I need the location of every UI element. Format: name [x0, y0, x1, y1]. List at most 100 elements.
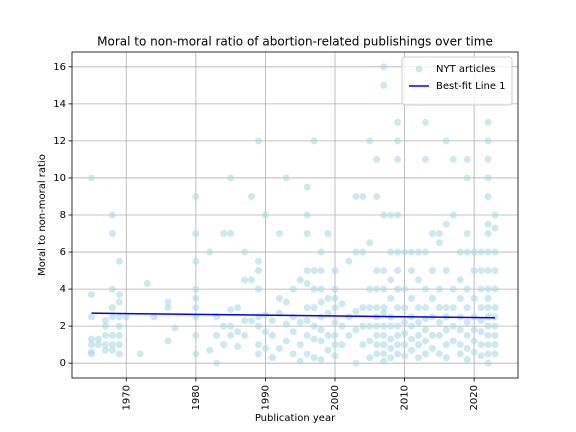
scatter-point: [303, 280, 311, 288]
scatter-point: [87, 335, 95, 343]
scatter-point: [401, 341, 409, 349]
x-tick-label: 2020: [469, 385, 480, 410]
scatter-point: [408, 248, 416, 256]
scatter-point: [484, 230, 492, 238]
scatter-point: [324, 230, 332, 238]
scatter-point: [435, 331, 443, 339]
scatter-point: [401, 318, 409, 326]
scatter-point: [310, 285, 318, 293]
scatter-point: [477, 285, 485, 293]
scatter-point: [331, 304, 339, 312]
scatter-point: [213, 359, 221, 367]
scatter-point: [449, 304, 457, 312]
scatter-point: [477, 352, 485, 360]
scatter-point: [352, 359, 360, 367]
scatter-point: [380, 309, 388, 317]
scatter-point: [317, 298, 325, 306]
scatter-point: [164, 298, 172, 306]
scatter-point: [442, 304, 450, 312]
scatter-point: [380, 350, 388, 358]
scatter-point: [366, 322, 374, 330]
scatter-point: [254, 341, 262, 349]
scatter-point: [331, 267, 339, 275]
scatter-point: [373, 285, 381, 293]
plot-frame: [71, 51, 519, 379]
scatter-point: [421, 337, 429, 345]
scatter-point: [373, 322, 381, 330]
y-tick-label: 10: [53, 173, 66, 184]
scatter-point: [115, 322, 123, 330]
scatter-point: [449, 155, 457, 163]
scatter-point: [317, 248, 325, 256]
scatter-point: [115, 350, 123, 358]
scatter-point: [261, 344, 269, 352]
scatter-point: [380, 304, 388, 312]
scatter-point: [484, 331, 492, 339]
scatter-point: [421, 326, 429, 334]
scatter-point: [324, 309, 332, 317]
scatter-point: [275, 344, 283, 352]
scatter-point: [289, 328, 297, 336]
scatter-point: [338, 300, 346, 308]
scatter-point: [394, 155, 402, 163]
scatter-point: [484, 174, 492, 182]
scatter-point: [394, 137, 402, 145]
scatter-point: [442, 137, 450, 145]
scatter-point: [421, 118, 429, 126]
scatter-point: [338, 322, 346, 330]
scatter-point: [442, 326, 450, 334]
scatter-point: [477, 317, 485, 325]
scatter-point: [491, 211, 499, 219]
scatter-point: [373, 155, 381, 163]
scatter-point: [408, 322, 416, 330]
scatter-point: [401, 352, 409, 360]
scatter-point: [463, 318, 471, 326]
scatter-point: [303, 267, 311, 275]
scatter-point: [331, 294, 339, 302]
scatter-point: [192, 294, 200, 302]
scatter-point: [115, 257, 123, 265]
scatter-point: [122, 313, 130, 321]
scatter-point: [463, 355, 471, 363]
scatter-point: [234, 328, 242, 336]
scatter-point: [470, 248, 478, 256]
scatter-point: [463, 331, 471, 339]
scatter-point: [310, 304, 318, 312]
scatter-point: [463, 285, 471, 293]
scatter-point: [491, 322, 499, 330]
scatter-point: [324, 331, 332, 339]
scatter-point: [310, 354, 318, 362]
scatter-point: [324, 294, 332, 302]
scatter-point: [380, 285, 388, 293]
scatter-point: [359, 248, 367, 256]
scatter-point: [491, 248, 499, 256]
scatter-point: [380, 341, 388, 349]
scatter-point: [463, 155, 471, 163]
scatter-point: [220, 230, 228, 238]
scatter-point: [164, 337, 172, 345]
scatter-point: [373, 341, 381, 349]
scatter-point: [408, 346, 416, 354]
scatter-point: [87, 291, 95, 299]
scatter-point: [435, 239, 443, 247]
scatter-point: [303, 183, 311, 191]
scatter-point: [206, 346, 214, 354]
scatter-point: [254, 285, 262, 293]
scatter-point: [352, 307, 360, 315]
scatter-point: [101, 331, 109, 339]
scatter-point: [380, 357, 388, 365]
scatter-point: [275, 294, 283, 302]
scatter-point: [241, 248, 249, 256]
scatter-point: [366, 354, 374, 362]
scatter-point: [317, 313, 325, 321]
scatter-point: [477, 328, 485, 336]
scatter-point: [220, 341, 228, 349]
scatter-point: [428, 230, 436, 238]
scatter-point: [387, 294, 395, 302]
scatter-point: [442, 354, 450, 362]
scatter-point: [435, 350, 443, 358]
scatter-point: [366, 304, 374, 312]
scatter-point: [435, 318, 443, 326]
scatter-point: [491, 350, 499, 358]
scatter-point: [115, 341, 123, 349]
